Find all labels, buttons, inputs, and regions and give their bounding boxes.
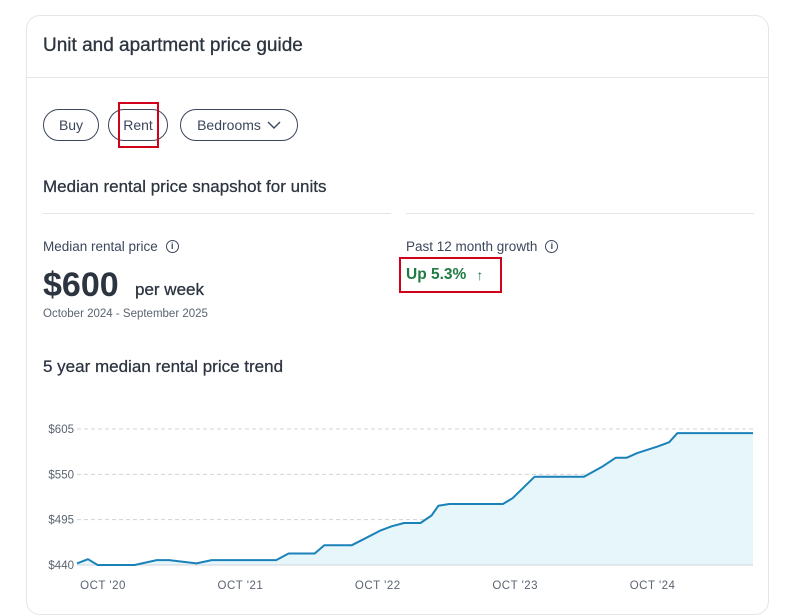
price-guide-card: Unit and apartment price guide Buy Rent … xyxy=(26,15,769,615)
trend-chart: $605 $550 $495 $440 OCT '20 OCT '21 OCT '22 OCT… xyxy=(48,424,753,592)
buy-button[interactable]: Buy xyxy=(43,109,99,141)
growth-value: Up 5.3% xyxy=(406,266,467,283)
median-label: Median rental price xyxy=(43,239,158,254)
divider-right xyxy=(406,213,754,214)
trend-line xyxy=(76,432,753,566)
snapshot-title: Median rental price snapshot for units xyxy=(43,177,327,196)
card-title: Unit and apartment price guide xyxy=(43,35,303,56)
growth-label-row: Past 12 month growth i xyxy=(406,239,559,254)
trend-area xyxy=(77,433,753,565)
card-header: Unit and apartment price guide xyxy=(27,16,768,78)
median-period: October 2024 - September 2025 xyxy=(43,308,208,320)
buy-label: Buy xyxy=(58,117,84,133)
median-price-unit: per week xyxy=(135,280,204,299)
bedrooms-label: Bedrooms xyxy=(197,117,261,133)
arrow-up-icon: ↑ xyxy=(476,267,484,283)
chevron-down-icon xyxy=(267,121,281,129)
median-label-row: Median rental price i xyxy=(43,239,179,254)
y-tick-label: $495 xyxy=(48,515,74,527)
bedrooms-dropdown[interactable]: Bedrooms xyxy=(180,109,298,141)
x-tick-label: OCT '21 xyxy=(218,580,264,592)
x-tick-label: OCT '24 xyxy=(630,580,676,592)
y-tick-label: $440 xyxy=(48,560,74,572)
info-icon[interactable]: i xyxy=(545,240,559,253)
rent-button[interactable]: Rent xyxy=(108,109,168,141)
x-tick-label: OCT '23 xyxy=(492,580,538,592)
rent-label: Rent xyxy=(123,117,153,133)
info-icon[interactable]: i xyxy=(165,240,179,253)
growth-value-row: Up 5.3% ↑ xyxy=(406,266,483,284)
median-price-value: $600 xyxy=(43,266,119,304)
x-tick-label: OCT '20 xyxy=(80,580,126,592)
y-tick-label: $550 xyxy=(48,469,74,481)
divider-left xyxy=(43,213,391,214)
trend-title: 5 year median rental price trend xyxy=(43,357,284,376)
growth-label: Past 12 month growth xyxy=(406,239,538,254)
x-tick-label: OCT '22 xyxy=(355,580,401,592)
y-tick-label: $605 xyxy=(48,424,74,436)
